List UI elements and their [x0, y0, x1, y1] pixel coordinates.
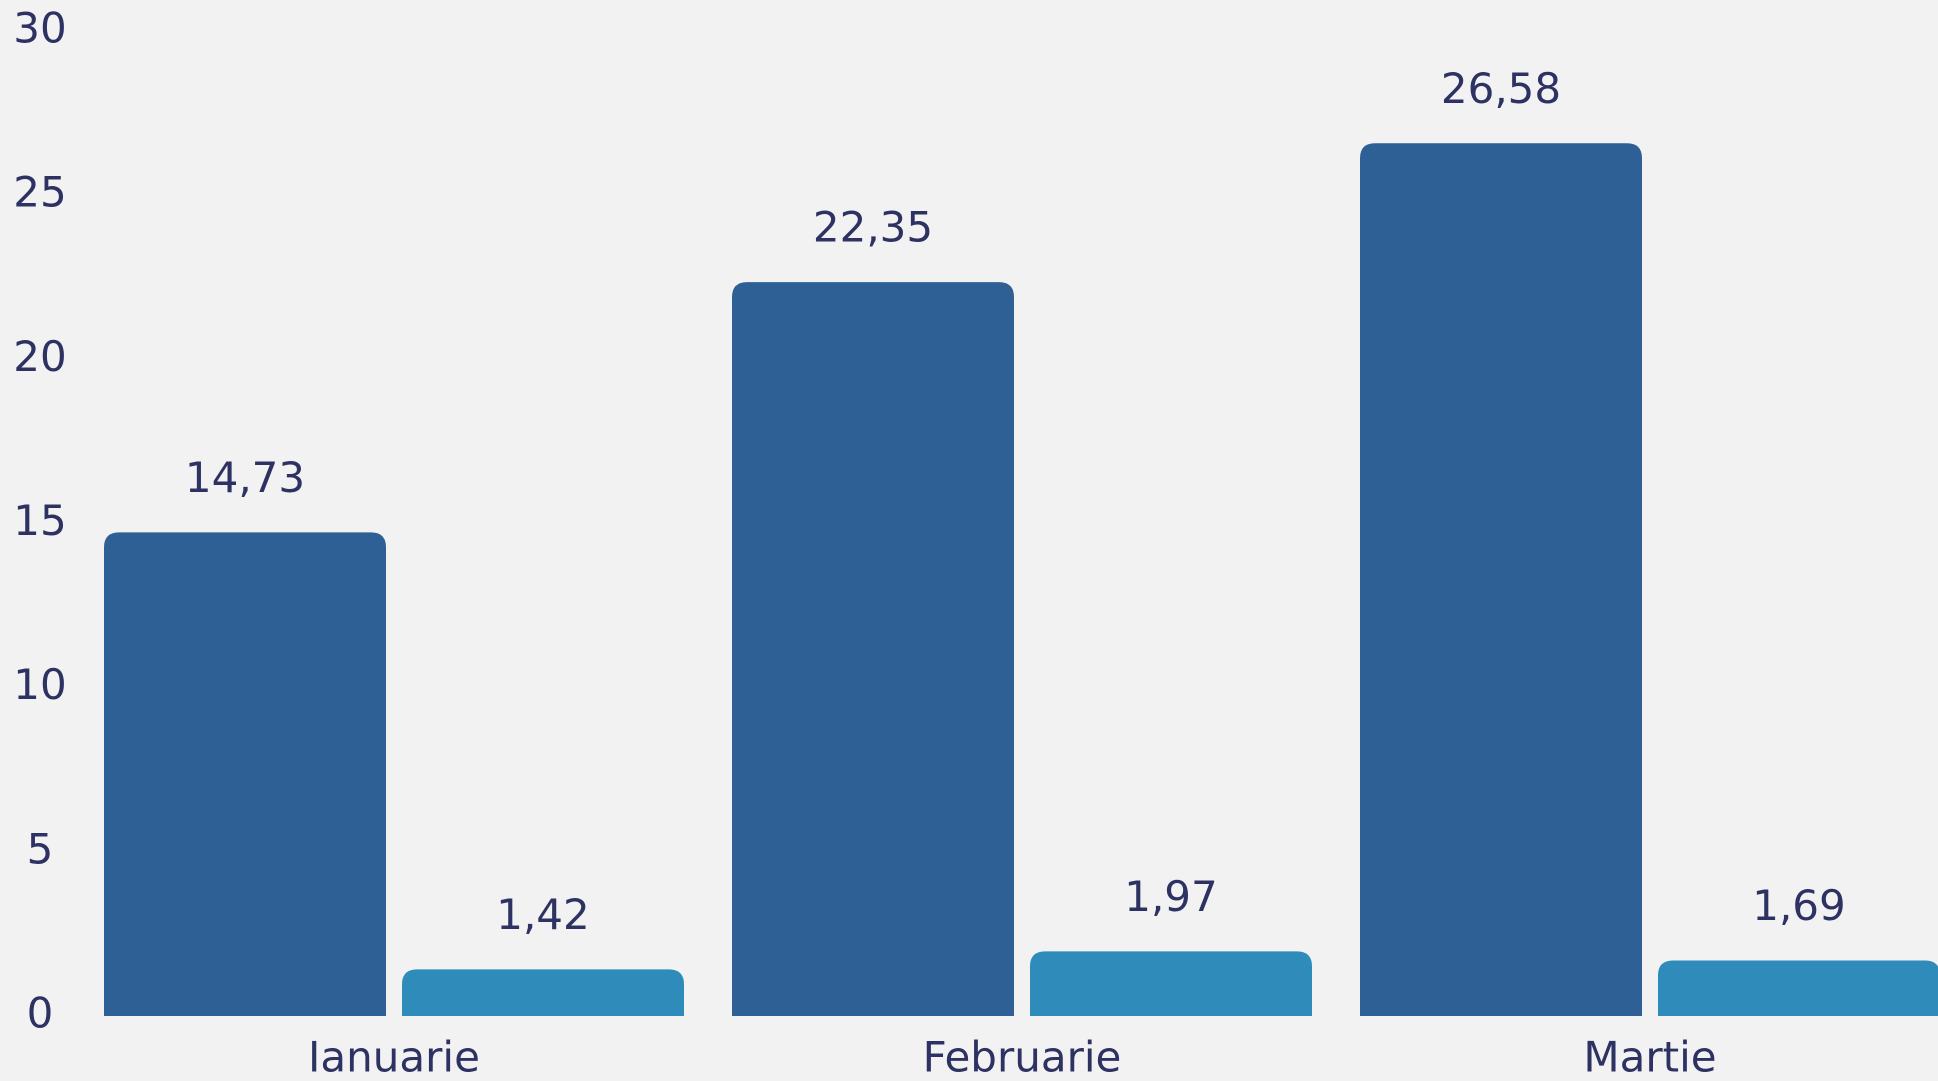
value-label: 1,42	[496, 890, 590, 939]
bar	[104, 532, 386, 1016]
bar	[402, 969, 684, 1016]
y-tick-label: 5	[27, 824, 54, 873]
y-tick-label: 20	[13, 332, 66, 381]
value-label: 1,69	[1752, 881, 1846, 930]
value-label: 14,73	[185, 453, 305, 502]
value-label: 22,35	[813, 203, 933, 252]
y-tick-label: 15	[13, 496, 66, 545]
y-tick-label: 0	[27, 989, 54, 1038]
x-tick-label: Martie	[1583, 1033, 1716, 1081]
y-tick-label: 10	[13, 660, 66, 709]
bar	[1658, 960, 1938, 1016]
y-tick-label: 30	[13, 4, 66, 53]
bar	[732, 282, 1014, 1016]
x-tick-label: Ianuarie	[308, 1033, 480, 1081]
y-tick-label: 25	[13, 168, 66, 217]
x-tick-label: Februarie	[923, 1033, 1122, 1081]
bar	[1360, 143, 1642, 1017]
value-label: 1,97	[1124, 872, 1218, 921]
bar	[1030, 951, 1312, 1016]
value-label: 26,58	[1441, 64, 1561, 113]
